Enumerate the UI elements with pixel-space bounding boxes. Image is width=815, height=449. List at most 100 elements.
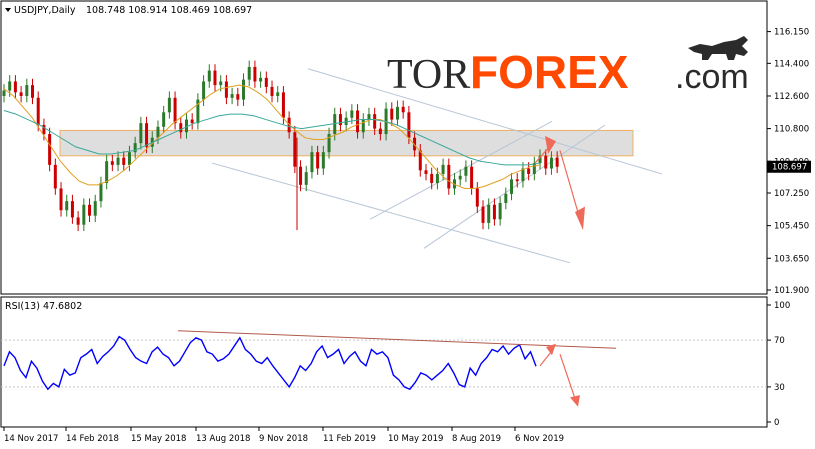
candle-body: [304, 172, 308, 185]
candle-body: [133, 143, 137, 153]
candle-body: [510, 179, 514, 194]
candle-body: [110, 161, 114, 165]
rsi-forecast-arrowhead-down: [570, 395, 580, 407]
candle-body: [367, 114, 371, 120]
candle-body: [70, 201, 74, 218]
candle-body: [162, 112, 166, 127]
candle-body: [470, 166, 474, 189]
date-tick-label: 11 Feb 2019: [323, 434, 376, 444]
candle-body: [418, 150, 422, 171]
date-tick-label: 14 Feb 2018: [66, 434, 119, 444]
forecast-arrow-down: [559, 150, 581, 220]
candle-body: [31, 85, 35, 98]
price-tick-label: 114.400: [774, 59, 809, 69]
candle-body: [538, 155, 542, 164]
date-tick-label: 8 Aug 2019: [452, 434, 501, 444]
candle-body: [230, 94, 234, 98]
candle-body: [196, 99, 200, 124]
rsi-trendline: [177, 330, 617, 349]
candle-body: [93, 201, 97, 216]
price-tick-label: 112.600: [774, 92, 809, 102]
forecast-arrowhead-up: [545, 135, 556, 154]
candle-body: [356, 110, 360, 133]
price-tick-label: 107.250: [774, 189, 809, 199]
candle-body: [299, 166, 303, 185]
candle-body: [373, 114, 377, 129]
date-tick-label: 14 Nov 2017: [4, 434, 58, 444]
candle-body: [2, 90, 6, 96]
candle-body: [316, 152, 320, 169]
torforex-logo: TOR FOREX .com: [387, 36, 749, 98]
price-tick-label: 110.800: [774, 125, 809, 135]
candle-body: [25, 85, 29, 96]
candle-body: [173, 97, 177, 124]
candle-body: [310, 152, 314, 173]
candle-body: [167, 97, 171, 113]
rsi-panel-frame: [0, 296, 768, 428]
candle-body: [8, 81, 12, 91]
candle-body: [13, 81, 17, 93]
candle-body: [116, 157, 120, 165]
rsi-tick-label: 70: [774, 336, 785, 346]
candle-body: [504, 193, 508, 203]
date-tick-label: 10 May 2019: [388, 434, 443, 444]
candle-body: [481, 206, 485, 223]
candle-body: [492, 204, 496, 220]
candle-body: [82, 204, 86, 225]
candle-body: [105, 161, 109, 184]
candle-body: [549, 157, 553, 169]
candle-body: [544, 155, 548, 169]
rsi-tick-label: 0: [774, 418, 779, 428]
candle-body: [224, 81, 228, 98]
descending-channel-lower: [211, 162, 571, 264]
candle-body: [521, 168, 525, 182]
candle-body: [435, 173, 439, 184]
collapse-triangle-icon[interactable]: [5, 8, 11, 12]
rsi-label: RSI(13) 47.6802: [5, 301, 82, 312]
candle-body: [287, 117, 291, 133]
ascending-channel-upper: [369, 120, 553, 220]
candle-body: [458, 175, 462, 180]
symbol-label: USDJPY,Daily: [14, 5, 76, 16]
bull-icon: [688, 36, 748, 60]
svg-text:TOR: TOR: [387, 52, 470, 98]
candle-body: [59, 188, 63, 211]
candle-body: [259, 77, 263, 82]
candle-body: [65, 201, 69, 211]
candle-body: [276, 92, 280, 96]
price-tick-label: 101.900: [774, 286, 809, 296]
candle-body: [207, 70, 211, 82]
candle-body: [378, 128, 382, 135]
candle-body: [361, 119, 365, 133]
candle-body: [407, 112, 411, 138]
candle-body: [464, 166, 468, 176]
candle-body: [401, 106, 405, 113]
moving-average-slow: [3, 110, 541, 166]
candle-body: [99, 183, 103, 202]
candle-body: [413, 137, 417, 151]
candle-body: [127, 152, 131, 165]
candle-body: [532, 163, 536, 174]
candle-body: [219, 81, 223, 86]
candle-body: [179, 123, 183, 133]
candle-body: [202, 81, 206, 100]
candle-body: [264, 77, 268, 87]
candle-body: [145, 123, 149, 147]
last-price-label: 108.697: [772, 163, 807, 173]
candle-body: [36, 97, 40, 125]
date-tick-label: 6 Nov 2019: [515, 434, 564, 444]
candle-body: [122, 157, 126, 165]
date-tick-label: 9 Nov 2018: [259, 434, 308, 444]
symbol-header: USDJPY,Daily 108.748 108.914 108.469 108…: [5, 5, 252, 16]
candle-body: [213, 70, 217, 86]
svg-text:.com: .com: [675, 58, 749, 96]
rsi-forecast-arrow-down: [559, 353, 576, 399]
candle-body: [447, 164, 451, 189]
date-tick-label: 15 May 2018: [131, 434, 186, 444]
candle-body: [498, 202, 502, 220]
candle-body: [184, 119, 188, 133]
candle-body: [156, 126, 160, 138]
candle-body: [190, 119, 194, 124]
forecast-arrowhead-down: [575, 206, 585, 231]
